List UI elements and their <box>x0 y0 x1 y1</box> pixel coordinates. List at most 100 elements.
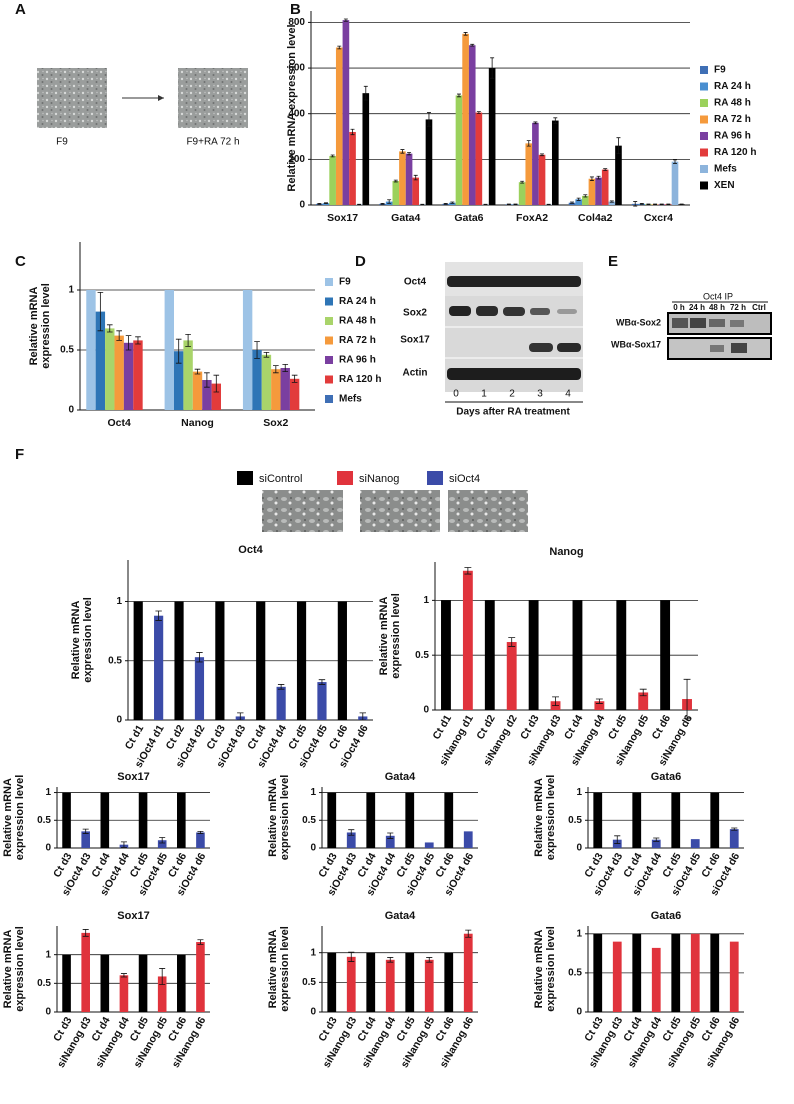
y-axis-label-line: Relative mRNA <box>533 930 545 1009</box>
bar <box>463 933 473 1012</box>
legend-swatch <box>700 165 708 173</box>
error-bar <box>393 179 398 183</box>
y-axis-label-line: expression level <box>279 775 291 861</box>
error-bar <box>82 929 89 937</box>
x-tick-label: Col4a2 <box>578 212 613 224</box>
error-bar <box>291 374 298 383</box>
y-tick-label: 0 <box>299 200 305 211</box>
bar <box>462 570 473 710</box>
y-tick-label: 0.5 <box>415 650 429 661</box>
y-tick-label: 1 <box>45 949 51 960</box>
bar <box>671 933 681 1012</box>
error-bar <box>400 149 405 154</box>
legend-swatch <box>700 115 708 124</box>
blot-row-label: Actin <box>403 368 428 379</box>
legend-swatch <box>325 336 333 345</box>
y-axis-label: Relative mRNAexpression level <box>533 775 557 861</box>
bar <box>276 686 286 720</box>
bar <box>525 143 533 205</box>
error-bar <box>106 324 113 333</box>
y-tick-label: 0 <box>45 1007 51 1018</box>
blot-lane-label: 4 <box>565 389 571 400</box>
panel-f-legend: siControl siNanog siOct4 <box>237 471 480 485</box>
y-tick-label: 1 <box>116 596 122 607</box>
y-axis-label-line: Relative mRNA <box>2 930 14 1009</box>
bar <box>441 600 451 710</box>
error-bar <box>490 57 495 79</box>
chart-title: Oct4 <box>238 544 263 556</box>
bar <box>157 840 167 848</box>
legend-swatch <box>700 99 708 107</box>
bar <box>463 831 473 848</box>
x-tick-label: Sox2 <box>263 417 288 429</box>
bar <box>157 976 167 1012</box>
y-axis-label: Relative mRNAexpression level <box>267 926 291 1012</box>
bar <box>608 201 616 205</box>
blot-lane-label: 1 <box>481 389 487 400</box>
error-bar <box>596 175 601 180</box>
bar <box>444 952 454 1012</box>
error-bar <box>194 368 201 375</box>
y-tick-label: 1 <box>576 787 582 798</box>
error-bar <box>197 939 204 945</box>
y-axis-label-line: expression level <box>390 593 402 679</box>
error-bar <box>387 832 394 839</box>
bar <box>710 792 720 848</box>
bar <box>594 701 605 710</box>
legend-label: RA 96 h <box>339 355 376 366</box>
bar <box>632 792 642 848</box>
y-tick-label: 0.5 <box>60 345 74 356</box>
bar <box>174 601 184 720</box>
bar <box>100 792 110 848</box>
bar <box>532 122 539 205</box>
bar <box>177 954 186 1012</box>
bar <box>133 340 143 410</box>
micrograph <box>360 490 440 532</box>
y-axis-label-line: expression level <box>40 283 52 369</box>
micrograph <box>448 490 528 532</box>
legend-swatch <box>325 278 333 286</box>
bar <box>256 601 266 720</box>
legend-swatch <box>325 375 333 384</box>
bar <box>174 351 184 410</box>
y-tick-label: 1 <box>68 285 74 296</box>
chart-title: Gata6 <box>651 771 682 783</box>
error-bar <box>343 18 348 22</box>
y-tick-label: 0 <box>68 405 74 416</box>
bar <box>261 354 272 410</box>
legend-swatch <box>337 471 353 485</box>
panel-letter: D <box>355 253 366 270</box>
x-tick-label: Oct4 <box>107 417 131 429</box>
y-axis-label-line: Relative mRNA <box>378 597 390 676</box>
blot-labels: Oct4 Sox2 Sox17 Actin 0 1 2 3 4 <box>400 277 571 400</box>
y-tick-label: 600 <box>288 63 305 74</box>
legend-label: RA 120 h <box>714 147 756 158</box>
error-bar <box>387 199 392 204</box>
y-axis-label-line: expression level <box>545 775 557 861</box>
bar <box>568 202 576 205</box>
bar <box>405 153 413 205</box>
error-bar <box>540 153 545 157</box>
bar <box>194 657 205 720</box>
ip-lane-label: 72 h <box>730 303 746 312</box>
ip-lane-label: 24 h <box>689 303 705 312</box>
y-tick-label: 0.5 <box>568 968 582 979</box>
bar <box>593 792 603 848</box>
bar <box>690 839 700 848</box>
panel-letter: F <box>15 446 24 463</box>
bar <box>612 941 622 1012</box>
error-bar <box>82 828 89 834</box>
error-bar <box>633 201 638 207</box>
y-tick-label: 0.5 <box>302 815 316 826</box>
bar <box>81 831 90 848</box>
bar <box>346 956 356 1012</box>
y-axis-label-line: expression level <box>545 926 557 1012</box>
bar <box>177 792 186 848</box>
y-axis-label-line: Relative mRNA <box>533 778 545 857</box>
error-bar <box>204 372 210 388</box>
chart-title: Gata4 <box>385 910 416 922</box>
bar <box>296 601 307 720</box>
